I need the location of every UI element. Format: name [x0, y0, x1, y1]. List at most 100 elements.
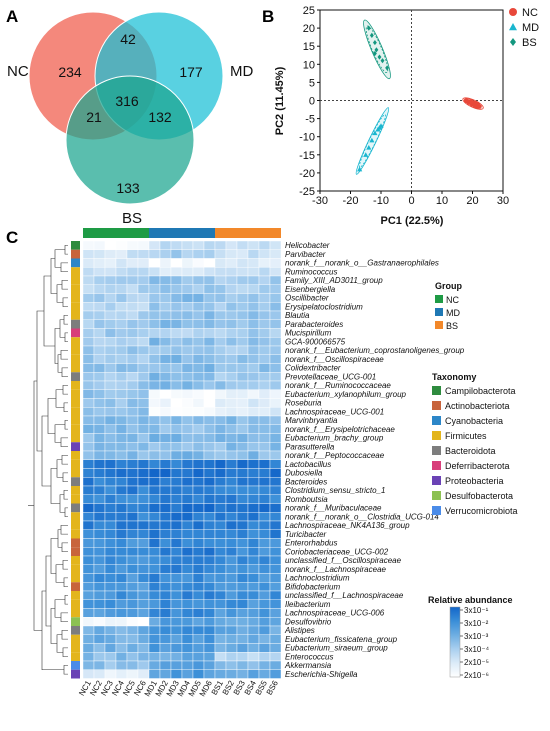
heatmap-cell	[170, 485, 183, 495]
heatmap-cell	[170, 538, 183, 548]
taxonomy-bar-segment	[71, 669, 80, 679]
heatmap-cell	[225, 547, 238, 557]
heatmap-cell	[225, 538, 238, 548]
heatmap-cell	[170, 354, 183, 364]
heatmap-cell	[181, 267, 194, 277]
heatmap-cell	[225, 669, 238, 679]
heatmap-cell	[104, 590, 117, 600]
genus-label: unclassified_f__Lachnospiraceae	[285, 591, 404, 600]
heatmap-cell	[148, 573, 161, 583]
heatmap-cell	[126, 424, 139, 434]
heatmap-cell	[159, 599, 172, 609]
dendrogram-branch	[64, 420, 68, 430]
heatmap-cell	[82, 345, 95, 355]
heatmap-cell	[181, 380, 194, 390]
heatmap-cell	[181, 372, 194, 382]
taxonomy-legend-swatch	[432, 401, 441, 410]
heatmap-cell	[247, 354, 260, 364]
heatmap-cell	[258, 319, 271, 329]
heatmap-cell	[203, 538, 216, 548]
heatmap-cell	[192, 617, 205, 627]
taxonomy-bar-segment	[71, 634, 80, 644]
heatmap-cell	[214, 494, 227, 504]
heatmap-cell	[258, 302, 271, 312]
heatmap-cell	[225, 625, 238, 635]
heatmap-cell	[104, 634, 117, 644]
genus-label: norank_f__Ruminococcaceae	[285, 381, 391, 390]
heatmap-cell	[115, 459, 128, 469]
heatmap-cell	[269, 582, 282, 592]
heatmap-cell	[93, 547, 106, 557]
heatmap-cell	[104, 547, 117, 557]
heatmap-cell	[225, 302, 238, 312]
heatmap-cell	[115, 319, 128, 329]
heatmap-cell	[126, 520, 139, 530]
heatmap-cell	[82, 590, 95, 600]
heatmap-cell	[104, 625, 117, 635]
heatmap-cell	[115, 424, 128, 434]
heatmap-cell	[269, 433, 282, 443]
heatmap-cell	[126, 433, 139, 443]
heatmap-cell	[225, 573, 238, 583]
heatmap-cell	[137, 363, 150, 373]
group-bar-segment	[182, 228, 193, 238]
taxonomy-legend-label: Desulfobacterota	[445, 491, 513, 501]
heatmap-cell	[247, 485, 260, 495]
heatmap-cell	[137, 547, 150, 557]
heatmap-cell	[104, 337, 117, 347]
heatmap-cell	[214, 450, 227, 460]
genus-label: Coriobacteriaceae_UCG-002	[285, 547, 389, 556]
heatmap-cell	[93, 625, 106, 635]
heatmap-cell	[181, 503, 194, 513]
heatmap-cell	[181, 363, 194, 373]
heatmap-cell	[159, 634, 172, 644]
heatmap-cell	[126, 485, 139, 495]
taxonomy-bar-segment	[71, 521, 80, 530]
heatmap-cell	[82, 249, 95, 259]
heatmap-cell	[159, 284, 172, 294]
taxonomy-bar-segment	[71, 354, 80, 364]
taxonomy-legend-swatch	[432, 386, 441, 395]
heatmap-cell	[148, 433, 161, 443]
heatmap-cell	[126, 617, 139, 627]
heatmap-cell	[82, 652, 95, 662]
heatmap-cell	[269, 328, 282, 338]
heatmap-cell	[115, 564, 128, 574]
taxonomy-legend-swatch	[432, 431, 441, 440]
pca-legend: NC MD BS	[509, 7, 539, 49]
genus-label: Lachnospiraceae_UCG-006	[285, 609, 385, 618]
heatmap-cell	[192, 328, 205, 338]
heatmap-cell	[192, 643, 205, 653]
heatmap-cell	[192, 555, 205, 565]
heatmap-cell	[258, 442, 271, 452]
heatmap-cell	[137, 625, 150, 635]
heatmap-cell	[192, 398, 205, 408]
heatmap-cell	[104, 608, 117, 618]
heatmap-cell	[82, 608, 95, 618]
heatmap-cell	[214, 345, 227, 355]
heatmap-cell	[82, 363, 95, 373]
taxonomy-bar-segment	[71, 494, 80, 504]
heatmap-cell	[82, 302, 95, 312]
taxonomy-bar-segment	[71, 512, 80, 521]
heatmap-cell	[225, 450, 238, 460]
heatmap-cell	[214, 590, 227, 600]
heatmap-cell	[258, 529, 271, 539]
heatmap-cell	[93, 652, 106, 662]
heatmap-cell	[82, 293, 95, 303]
heatmap-cell	[159, 547, 172, 557]
heatmap-cell	[247, 293, 260, 303]
heatmap-cell	[192, 590, 205, 600]
heatmap-cell	[126, 652, 139, 662]
venn-circle-bs	[65, 75, 195, 205]
heatmap-cell	[181, 240, 194, 250]
heatmap-cell	[225, 520, 238, 530]
heatmap-cell	[247, 529, 260, 539]
heatmap-cell	[126, 310, 139, 320]
genus-label: Erysipelatoclostridium	[285, 302, 363, 311]
heatmap-cell	[137, 538, 150, 548]
sample-label: BS6	[265, 679, 281, 697]
taxonomy-bar-segment	[71, 276, 80, 285]
pca-y-tick-label: -5	[305, 114, 315, 126]
